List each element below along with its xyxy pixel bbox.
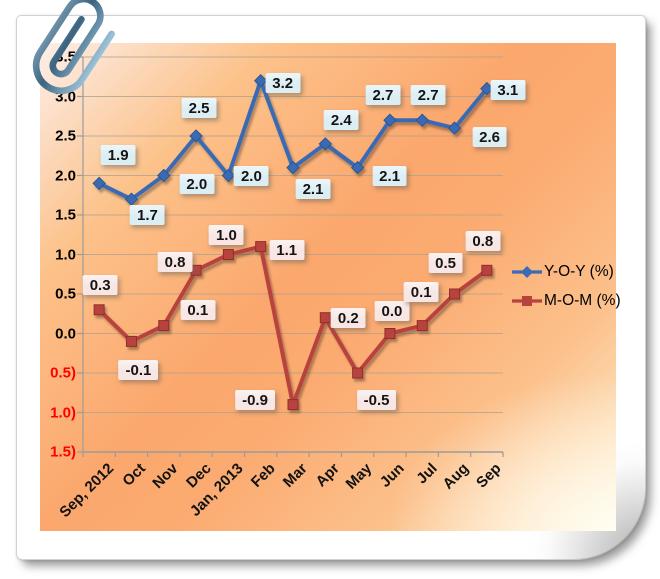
diamond-marker (383, 113, 397, 127)
square-marker (255, 241, 267, 253)
legend-item-yoy[interactable]: Y-O-Y (%) (511, 261, 621, 283)
mom-line-marker-icon (512, 296, 542, 306)
square-marker (449, 288, 461, 300)
series-mom (93, 241, 493, 411)
series-yoy (92, 73, 494, 206)
legend-label-yoy: Y-O-Y (%) (544, 263, 614, 280)
mom-square-marker-icon (522, 296, 532, 306)
yoy-diamond-marker-icon (521, 266, 533, 278)
diamond-marker (157, 168, 171, 183)
chart-legend: Y-O-Y (%) M-O-M (%) (511, 261, 621, 312)
square-marker (222, 249, 234, 260)
diamond-marker (253, 73, 268, 88)
diamond-marker (92, 176, 106, 191)
square-marker (158, 320, 170, 332)
square-marker (416, 320, 428, 332)
square-marker (481, 264, 493, 276)
diamond-marker (286, 160, 300, 175)
legend-label-mom: M-O-M (%) (544, 292, 621, 309)
diamond-marker (415, 113, 429, 127)
series-line (97, 78, 489, 202)
square-marker (384, 328, 396, 339)
chart-plot-background (40, 43, 616, 531)
series-line (97, 244, 489, 407)
paperclip-wire (32, 0, 115, 95)
diamond-marker (124, 192, 139, 206)
diamond-marker (447, 121, 462, 135)
diamond-marker (480, 81, 494, 96)
square-marker (190, 264, 202, 276)
legend-item-mom[interactable]: M-O-M (%) (511, 290, 621, 312)
paperclip-icon (32, 0, 115, 95)
yoy-line-marker-icon (512, 266, 542, 278)
diamond-marker (318, 137, 333, 151)
square-marker (352, 367, 364, 379)
square-marker (125, 335, 137, 347)
square-marker (93, 304, 105, 316)
diamond-marker (350, 160, 365, 175)
diamond-marker (221, 168, 236, 183)
square-marker (319, 312, 331, 324)
square-marker (287, 399, 299, 411)
diamond-marker (189, 129, 203, 143)
